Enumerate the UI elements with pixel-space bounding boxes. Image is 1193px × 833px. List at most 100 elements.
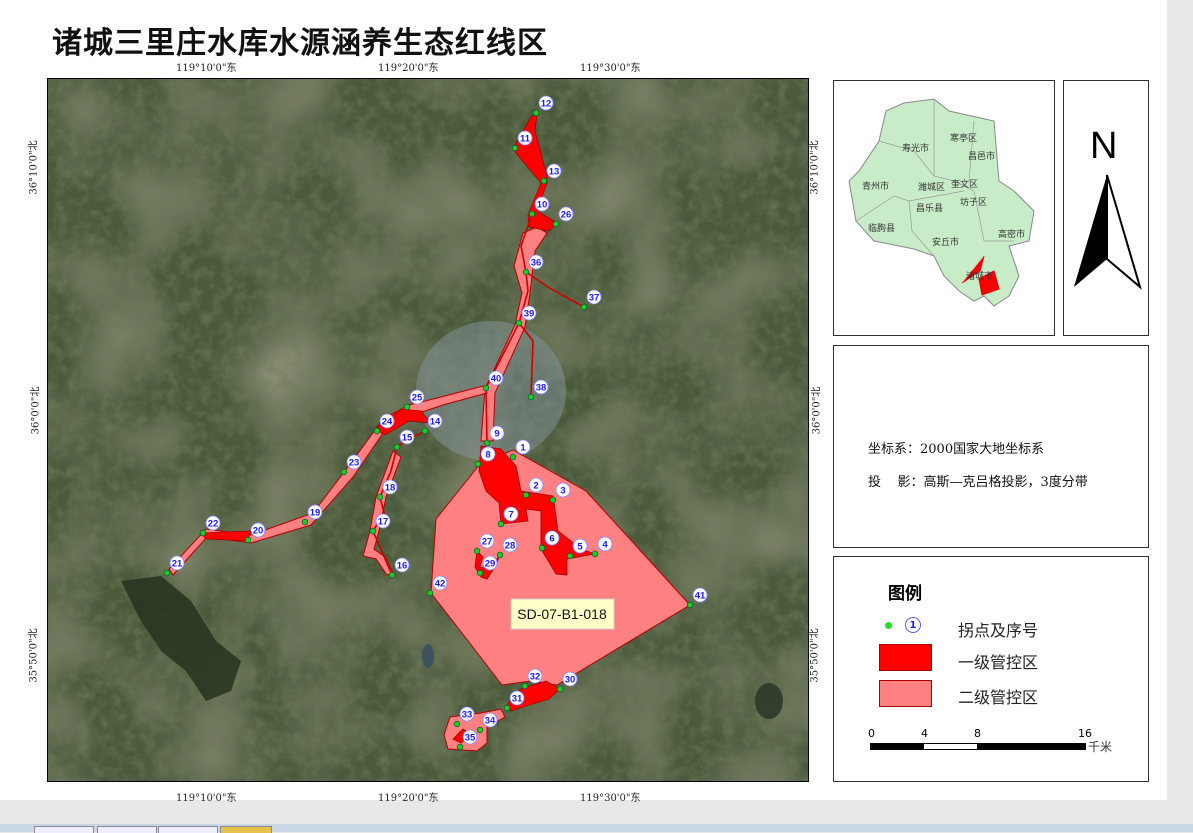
boundary-point-38[interactable]: 38 [527,379,549,401]
point-number: 32 [530,672,541,683]
point-marker[interactable] [527,393,535,401]
point-number: 27 [482,537,493,548]
point-number: 4 [602,540,608,551]
taskbar-button[interactable] [158,826,218,833]
boundary-point-14[interactable]: 14 [421,413,443,435]
point-marker[interactable] [538,544,546,552]
boundary-point-37[interactable]: 37 [580,289,602,311]
boundary-point-4[interactable]: 4 [591,536,613,558]
point-marker[interactable] [163,569,171,577]
boundary-point-20[interactable]: 20 [244,522,266,544]
boundary-point-8[interactable]: 8 [474,446,496,468]
point-marker[interactable] [340,468,348,476]
point-marker[interactable] [244,536,252,544]
point-marker[interactable] [369,527,377,535]
point-marker[interactable] [301,518,309,526]
boundary-point-16[interactable]: 16 [388,557,410,579]
point-marker[interactable] [686,601,694,609]
point-marker[interactable] [522,491,530,499]
point-marker[interactable] [199,529,207,537]
boundary-point-35[interactable]: 35 [456,729,478,751]
point-marker[interactable] [376,493,384,501]
point-marker[interactable] [580,303,588,311]
boundary-point-7[interactable]: 7 [497,506,519,528]
boundary-point-39[interactable]: 39 [515,305,537,327]
point-number: 41 [695,591,706,602]
point-marker[interactable] [591,550,599,558]
boundary-point-26[interactable]: 26 [552,206,574,228]
point-marker[interactable] [388,571,396,579]
inset-label: 潍城区 [918,181,945,193]
point-marker[interactable] [556,685,564,693]
boundary-point-36[interactable]: 36 [522,254,544,276]
boundary-point-18[interactable]: 18 [376,479,398,501]
point-marker[interactable] [497,520,505,528]
point-number: 34 [485,716,496,727]
point-label-badge [394,557,410,573]
boundary-point-24[interactable]: 24 [373,413,395,435]
point-marker[interactable] [552,220,560,228]
boundary-point-9[interactable]: 9 [483,425,505,447]
point-marker[interactable] [509,453,517,461]
boundary-point-6[interactable]: 6 [538,530,560,552]
boundary-point-15[interactable]: 15 [393,429,415,451]
point-marker[interactable] [482,384,490,392]
point-marker[interactable] [474,460,482,468]
boundary-point-31[interactable]: 31 [503,690,525,712]
boundary-point-17[interactable]: 17 [369,513,391,535]
boundary-point-40[interactable]: 40 [482,370,504,392]
point-marker[interactable] [476,569,484,577]
boundary-point-10[interactable]: 10 [528,196,550,218]
point-marker[interactable] [426,589,434,597]
point-marker[interactable] [373,427,381,435]
point-marker[interactable] [456,743,464,751]
boundary-point-5[interactable]: 5 [566,538,588,560]
point-marker[interactable] [496,551,504,559]
point-marker[interactable] [403,403,411,411]
boundary-point-30[interactable]: 30 [556,671,578,693]
taskbar-button[interactable] [34,826,94,833]
point-marker[interactable] [566,552,574,560]
boundary-point-2[interactable]: 2 [522,477,544,499]
point-number: 40 [491,374,502,385]
boundary-point-12[interactable]: 12 [532,95,554,117]
boundary-point-25[interactable]: 25 [403,389,425,411]
main-map[interactable]: SD-07-B1-018 1 2 3 4 5 6 7 8 9 10 11 12 13 14 15 16 17 18… [47,78,809,782]
taskbar-button[interactable] [97,826,157,833]
point-marker[interactable] [483,439,491,447]
point-marker[interactable] [476,726,484,734]
point-marker[interactable] [522,268,530,276]
point-marker[interactable] [521,682,529,690]
point-marker[interactable] [549,496,557,504]
inset-label: 安丘市 [932,236,959,248]
point-marker[interactable] [532,109,540,117]
level1-zone-west-end[interactable] [200,530,252,542]
boundary-point-19[interactable]: 19 [301,504,323,526]
boundary-point-34[interactable]: 34 [476,712,498,734]
point-marker[interactable] [511,144,519,152]
boundary-point-1[interactable]: 1 [509,439,531,461]
point-marker[interactable] [503,704,511,712]
scale-tick-16: 16 [1078,727,1092,740]
taskbar-button[interactable] [220,826,272,833]
point-marker[interactable] [393,443,401,451]
boundary-point-23[interactable]: 23 [340,454,362,476]
boundary-point-3[interactable]: 3 [549,482,571,504]
boundary-point-11[interactable]: 11 [511,130,533,152]
point-marker[interactable] [540,177,548,185]
boundary-point-42[interactable]: 42 [426,575,448,597]
boundary-point-22[interactable]: 22 [199,515,221,537]
point-marker[interactable] [528,210,536,218]
boundary-point-27[interactable]: 27 [473,533,495,555]
boundary-point-41[interactable]: 41 [686,587,708,609]
point-marker[interactable] [515,319,523,327]
boundary-point-28[interactable]: 28 [496,537,518,559]
boundary-point-29[interactable]: 29 [476,555,498,577]
point-marker[interactable] [421,427,429,435]
boundary-point-33[interactable]: 33 [453,706,475,728]
boundary-point-32[interactable]: 32 [521,668,543,690]
boundary-point-21[interactable]: 21 [163,555,185,577]
point-marker[interactable] [473,547,481,555]
point-marker[interactable] [453,720,461,728]
boundary-point-13[interactable]: 13 [540,163,562,185]
